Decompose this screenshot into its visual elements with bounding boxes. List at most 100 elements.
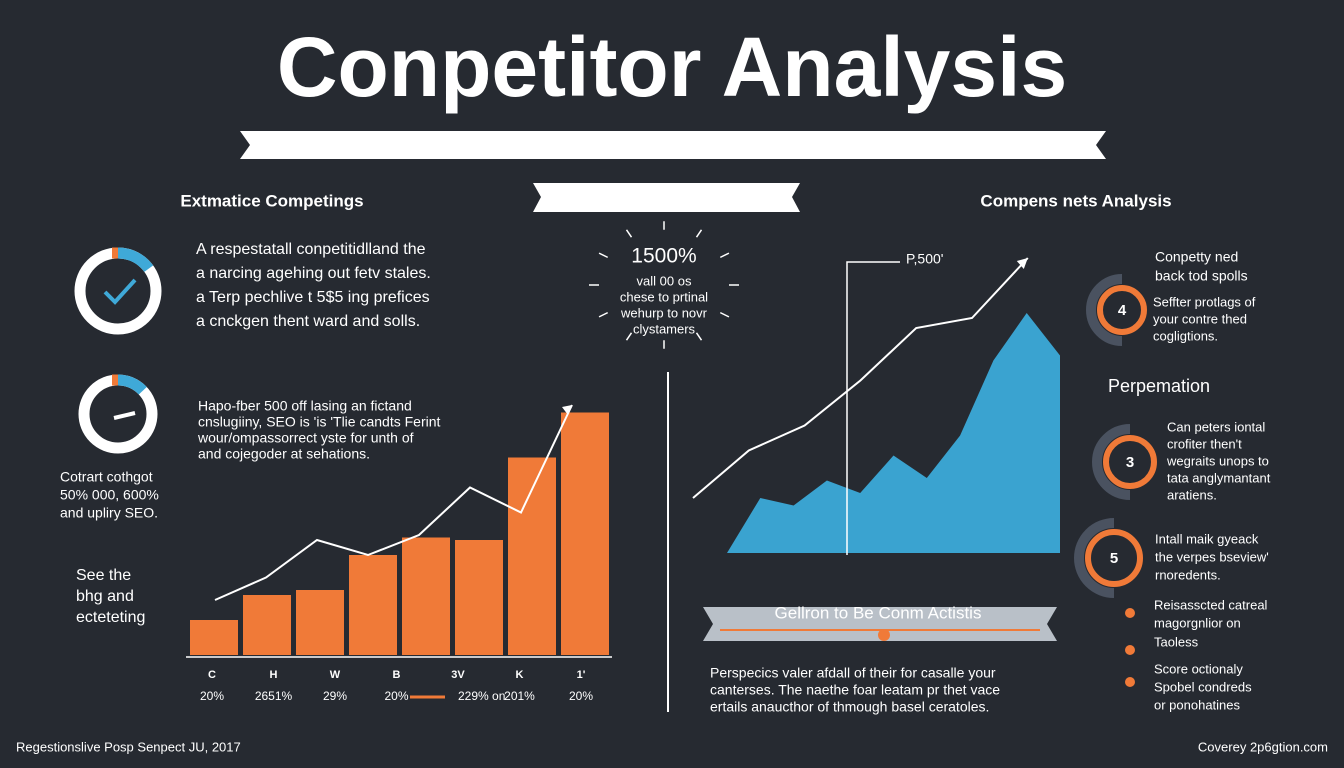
- burst-ray: [598, 311, 609, 318]
- body-text: the verpes bseview': [1155, 549, 1269, 564]
- center-heading: Competitor Analysis: [589, 189, 744, 206]
- badge-number: 4: [1118, 302, 1127, 319]
- value-label: 20%: [200, 689, 224, 703]
- category-label: K: [516, 669, 524, 681]
- body-text: tata anglymantant: [1167, 470, 1271, 485]
- category-label: H: [270, 669, 278, 681]
- gauge-arc: [117, 247, 154, 273]
- number-badge: [1097, 285, 1147, 335]
- title: Conpetitor Analysis: [277, 20, 1067, 114]
- badge-number: 5: [1110, 550, 1118, 567]
- area: [727, 313, 1060, 553]
- bar: [243, 595, 291, 655]
- bar: [561, 412, 609, 655]
- body-text: canterses. The naethe foar leatam pr the…: [710, 682, 1000, 698]
- category-label: 3V: [451, 669, 465, 681]
- body-text: cnslugiiny, SEO is 'is 'Tlie candts Feri…: [198, 414, 440, 430]
- body-text: Taoless: [1154, 634, 1199, 649]
- gauge-arc: [117, 374, 147, 395]
- needle: [113, 411, 136, 420]
- burst-ray: [695, 229, 703, 238]
- bar: [455, 540, 503, 655]
- marker-label: P,500': [906, 251, 943, 267]
- guide: [846, 261, 900, 555]
- burst-ray: [625, 229, 633, 238]
- burst-text: wehurp to novr: [620, 305, 708, 320]
- value-label: 2651%: [255, 689, 293, 703]
- burst-text: 1500%: [631, 245, 696, 268]
- bottom-banner-text: Gellron to Be Conm Actistis: [775, 603, 982, 622]
- body-text: Can peters iontal: [1167, 419, 1265, 434]
- burst-text: vall 00 os: [637, 273, 692, 288]
- trend-line: [692, 257, 1029, 499]
- bottom-ribbon: [703, 607, 1057, 641]
- value-label: 201%: [504, 689, 535, 703]
- body-text: wour/ompassorrect yste for unth of: [197, 430, 414, 446]
- bullet: [1125, 645, 1135, 655]
- footer-text: Coverey 2p6gtion.com: [1198, 739, 1328, 754]
- check: [103, 278, 137, 305]
- halo: [1092, 424, 1131, 500]
- section-heading: Extmatice Competings: [180, 191, 363, 210]
- body-text: Reisasscted catreal: [1154, 597, 1268, 612]
- body-text: Score octionaly: [1154, 661, 1243, 676]
- body-text: A respestatall conpetitidlland the: [196, 241, 426, 258]
- body-text: 50% 000, 600%: [60, 487, 159, 503]
- bullet: [1125, 608, 1135, 618]
- body-text: rnoredents.: [1155, 567, 1221, 582]
- body-text: or ponohatines: [1154, 697, 1241, 712]
- body-text: aratiens.: [1167, 487, 1217, 502]
- bar: [296, 590, 344, 655]
- badge-number: 3: [1126, 454, 1134, 471]
- body-text: Intall maik gyeack: [1155, 531, 1259, 546]
- category-label: W: [330, 669, 341, 681]
- body-text: ertails anaucthor of thmough basel cerat…: [710, 699, 989, 715]
- burst-ray: [695, 332, 703, 341]
- burst-ray: [719, 252, 730, 259]
- category-label: C: [208, 669, 216, 681]
- bullet: [1125, 677, 1135, 687]
- body-text: back tod spolls: [1155, 268, 1248, 284]
- body-text: your contre thed: [1153, 311, 1247, 326]
- bar: [349, 555, 397, 655]
- body-text: Spobel condreds: [1154, 679, 1252, 694]
- body-text: Seffter protlags of: [1153, 294, 1256, 309]
- body-text: crofiter then't: [1167, 436, 1242, 451]
- banner-text: Compestitormber Analyvish SEO Fulran, ma…: [364, 134, 980, 153]
- value-label: 29%: [323, 689, 347, 703]
- body-text: a cnckgen thent ward and solls.: [196, 313, 420, 330]
- body-text: bhg and: [76, 588, 134, 605]
- burst-text: clystamers: [633, 321, 696, 336]
- bar: [190, 620, 238, 655]
- body-text: a narcing agehing out fetv stales.: [196, 265, 431, 282]
- body-text: wegraits unops to: [1166, 453, 1269, 468]
- body-text: Cotrart cothgot: [60, 469, 153, 485]
- category-label: B: [393, 669, 401, 681]
- value-label: 20%: [384, 689, 408, 703]
- section-heading: Compens nets Analysis: [980, 191, 1171, 210]
- body-text: and upliry SEO.: [60, 505, 158, 521]
- ribbon-dot: [878, 629, 890, 641]
- body-text: Conpetty ned: [1155, 249, 1238, 265]
- value-label: 20%: [569, 689, 593, 703]
- body-text: a Terp pechlive t 5$5 ing prefices: [196, 289, 430, 306]
- footer-text: Regestionslive Posp Senpect JU, 2017: [16, 739, 241, 754]
- number-badge: [1103, 435, 1157, 489]
- burst-text: chese to prtinal: [620, 289, 708, 304]
- body-text: Hapo-fber 500 off lasing an fictand: [198, 398, 412, 414]
- value-label: 229% on: [458, 689, 505, 703]
- list-heading: Perpemation: [1108, 376, 1210, 396]
- bar: [402, 537, 450, 655]
- halo: [1086, 274, 1123, 346]
- burst-ray: [625, 332, 633, 341]
- banner-ribbon: [240, 131, 1106, 159]
- trend-line: [214, 404, 573, 601]
- arrow-head: [1016, 258, 1028, 269]
- center-ribbon: [533, 183, 800, 212]
- body-text: Perspecics valer afdall of their for cas…: [710, 665, 996, 681]
- body-text: See the: [76, 567, 131, 584]
- body-text: ecteteting: [76, 609, 145, 626]
- body-text: cogligtions.: [1153, 328, 1218, 343]
